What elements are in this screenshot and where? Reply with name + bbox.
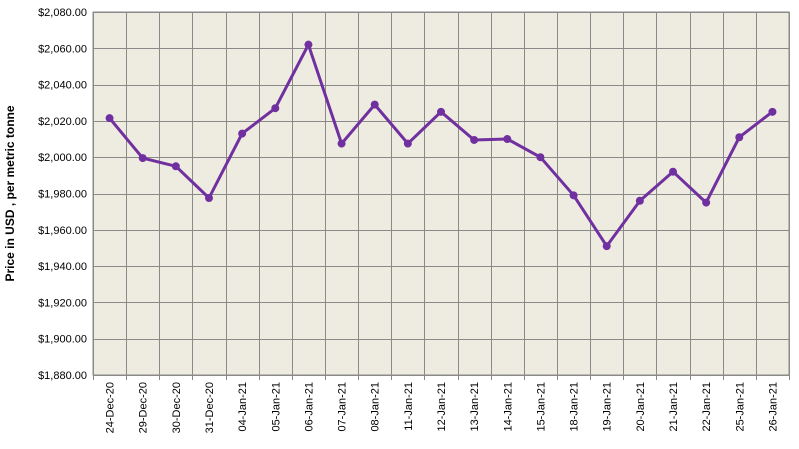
x-tick-label: 26-Jan-21	[767, 382, 779, 432]
data-point	[271, 104, 280, 113]
y-tick-label: $1,900.00	[38, 334, 87, 346]
y-tick-label: $2,020.00	[38, 116, 87, 128]
data-point	[768, 107, 777, 116]
y-tick-label: $1,940.00	[38, 261, 87, 273]
x-tick-label: 20-Jan-21	[635, 382, 647, 432]
x-tick-label: 13-Jan-21	[469, 382, 481, 432]
x-tick-label: 06-Jan-21	[303, 382, 315, 432]
x-tick-label: 22-Jan-21	[701, 382, 713, 432]
data-point	[238, 129, 247, 138]
data-point	[403, 139, 412, 148]
data-point	[470, 135, 479, 144]
data-point	[503, 135, 512, 144]
data-point	[370, 100, 379, 109]
x-tick-label: 24-Dec-20	[105, 382, 117, 433]
data-point	[138, 154, 147, 163]
x-tick-label: 12-Jan-21	[436, 382, 448, 432]
x-tick-label: 14-Jan-21	[502, 382, 514, 432]
y-tick-label: $1,920.00	[38, 297, 87, 309]
data-point	[437, 107, 445, 116]
x-tick-label: 11-Jan-21	[403, 382, 415, 431]
y-axis-title: Price in USD , per metric tonne	[3, 105, 17, 281]
x-tick-label: 19-Jan-21	[602, 382, 614, 432]
x-tick-label: 21-Jan-21	[668, 382, 680, 432]
x-tick-label: 18-Jan-21	[569, 382, 581, 432]
y-tick-label: $1,980.00	[38, 189, 87, 201]
data-point	[304, 40, 313, 49]
y-tick-label: $2,000.00	[38, 152, 87, 164]
data-point	[536, 153, 545, 162]
x-tick-label: 29-Dec-20	[138, 382, 150, 433]
plot-area	[92, 11, 790, 376]
data-point	[669, 167, 677, 176]
y-tick-label: $2,080.00	[38, 7, 87, 19]
x-tick-label: 05-Jan-21	[270, 382, 282, 432]
data-point	[635, 196, 644, 205]
data-point	[171, 162, 180, 171]
x-axis-ticks: 24-Dec-20 29-Dec-20 30-Dec-20 31-Dec-20 04-J…	[105, 382, 780, 433]
x-tick-label: 15-Jan-21	[535, 382, 547, 432]
data-point	[569, 191, 578, 200]
data-point	[205, 194, 213, 203]
x-tick-label: 31-Dec-20	[204, 382, 216, 433]
series-price	[105, 40, 777, 251]
x-tick-label: 25-Jan-21	[734, 382, 746, 432]
data-point	[105, 114, 114, 123]
data-point	[702, 198, 711, 207]
x-tick-label: 07-Jan-21	[337, 382, 349, 432]
x-tick-label: 08-Jan-21	[370, 382, 382, 432]
data-point	[735, 133, 744, 142]
x-tick-label: 30-Dec-20	[171, 382, 183, 433]
data-point	[337, 139, 346, 148]
y-tick-label: $2,040.00	[38, 80, 87, 92]
x-tick-label: 04-Jan-21	[237, 382, 249, 432]
data-point	[602, 242, 611, 251]
y-tick-label: $1,880.00	[38, 370, 87, 382]
y-tick-label: $2,060.00	[38, 43, 87, 55]
y-axis-ticks: $1,880.00 $1,900.00 $1,920.00 $1,940.00 $1,9…	[38, 7, 87, 382]
y-tick-label: $1,960.00	[38, 225, 87, 237]
